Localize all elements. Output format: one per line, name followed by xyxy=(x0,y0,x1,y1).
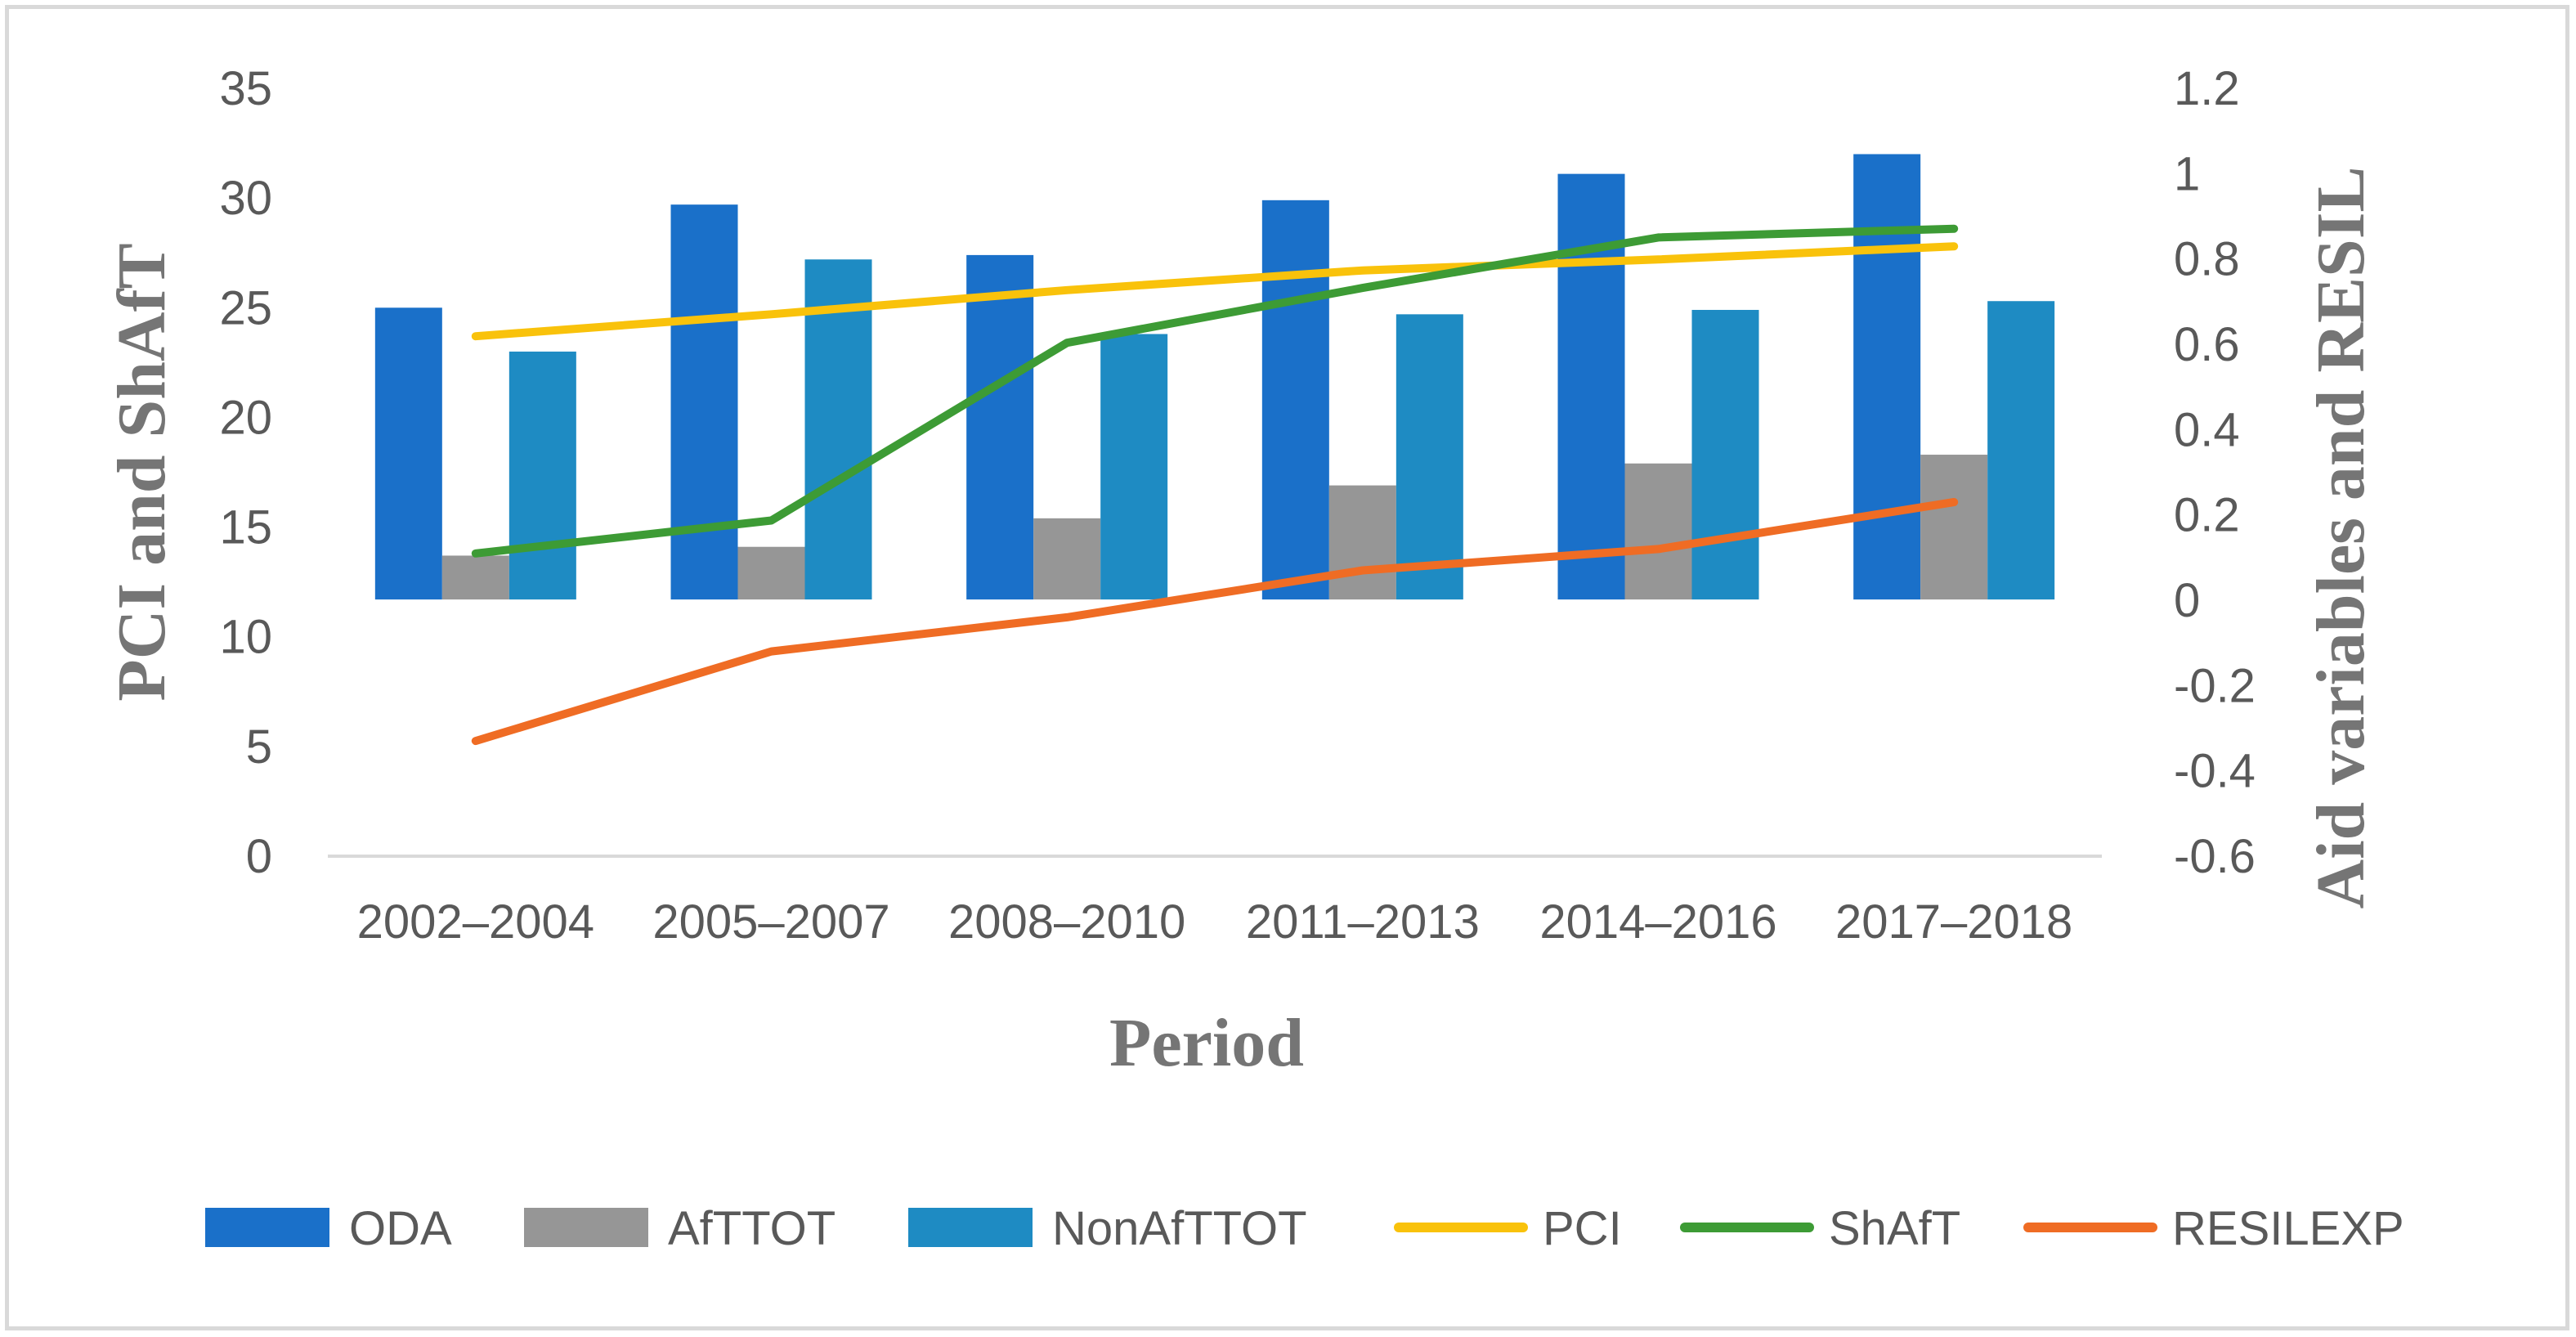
bar-afttot xyxy=(441,555,509,600)
bar-oda xyxy=(1261,200,1329,600)
bar-oda xyxy=(670,204,738,600)
bar-nonafttot xyxy=(1396,314,1463,600)
bar-nonafttot xyxy=(1691,309,1759,600)
legend-label: ShAfT xyxy=(1829,1202,1960,1255)
x-tick-label: 2014–2016 xyxy=(1539,895,1776,949)
y-left-tick-label: 10 xyxy=(219,611,272,664)
legend-label: ODA xyxy=(349,1202,452,1255)
legend-swatch xyxy=(908,1208,1033,1247)
y-left-tick-label: 25 xyxy=(219,281,272,334)
bar-oda xyxy=(1853,154,1921,600)
legend-label: RESILEXP xyxy=(2172,1202,2404,1255)
y-right-tick-label: -0.4 xyxy=(2174,745,2256,798)
line-resilexp xyxy=(471,498,1959,746)
x-tick-label: 2017–2018 xyxy=(1835,895,2072,949)
y-right-tick-label: -0.2 xyxy=(2174,659,2256,712)
y-right-tick-label: 0.2 xyxy=(2174,489,2240,542)
bar-oda xyxy=(1557,173,1625,600)
y-right-tick-label: 1.2 xyxy=(2174,62,2240,115)
bar-nonafttot xyxy=(1100,334,1168,600)
x-tick-label: 2002–2004 xyxy=(357,895,594,949)
legend: ODA AfTTOT NonAfTTOT PCI ShAfT RESILEXP xyxy=(205,1202,2404,1255)
bar-afttot xyxy=(737,546,805,600)
y-left-tick-label: 0 xyxy=(246,830,272,883)
bar-nonafttot xyxy=(804,259,872,600)
legend-item-afttot: AfTTOT xyxy=(524,1202,836,1255)
legend-item-oda: ODA xyxy=(205,1202,452,1255)
y-right-axis-title: Aid variables and RESIL xyxy=(2303,167,2379,909)
y-right-tick-label: 0.6 xyxy=(2174,318,2240,371)
x-tick-label: 2008–2010 xyxy=(948,895,1185,949)
legend-swatch xyxy=(524,1208,648,1247)
legend-swatch xyxy=(205,1208,329,1247)
bar-oda xyxy=(966,254,1034,600)
y-right-tick-label: 0 xyxy=(2174,574,2200,627)
x-axis-title: Period xyxy=(1109,1005,1304,1081)
y-left-tick-label: 30 xyxy=(219,172,272,225)
bar-afttot xyxy=(1920,455,1988,600)
legend-label: NonAfTTOT xyxy=(1052,1202,1307,1255)
line-shaft xyxy=(471,224,1959,558)
combo-chart: 0 5 10 15 20 25 30 35 -0.6 -0.4 -0.2 0 0.2 0.4 0.6 0.8… xyxy=(104,62,2404,1255)
bar-nonafttot xyxy=(508,351,576,600)
legend-item-resilexp: RESILEXP xyxy=(2023,1202,2404,1255)
y-right-tick-label: 0.8 xyxy=(2174,233,2240,286)
bar-afttot xyxy=(1328,485,1396,600)
bar-afttot xyxy=(1624,463,1692,600)
y-left-tick-label: 35 xyxy=(219,62,272,115)
x-tick-label: 2011–2013 xyxy=(1246,895,1480,949)
bar-nonafttot xyxy=(1987,301,2055,600)
y-left-tick-label: 20 xyxy=(219,391,272,444)
legend-label: PCI xyxy=(1543,1202,1622,1255)
y-right-tick-label: -0.6 xyxy=(2174,830,2256,883)
y-left-axis-title: PCI and ShAfT xyxy=(104,243,180,701)
legend-item-pci: PCI xyxy=(1394,1202,1622,1255)
y-right-tick-label: 1 xyxy=(2174,147,2200,200)
y-left-tick-label: 15 xyxy=(219,501,272,554)
chart-container: 0 5 10 15 20 25 30 35 -0.6 -0.4 -0.2 0 0.2 0.4 0.6 0.8… xyxy=(5,5,2569,1330)
legend-item-nonafttot: NonAfTTOT xyxy=(908,1202,1307,1255)
line-pci xyxy=(471,242,1959,341)
bar-oda xyxy=(374,307,442,600)
x-tick-label: 2005–2007 xyxy=(652,895,889,949)
y-right-tick-label: 0.4 xyxy=(2174,403,2240,456)
legend-label: AfTTOT xyxy=(668,1202,836,1255)
bar-afttot xyxy=(1033,518,1101,600)
y-left-tick-label: 5 xyxy=(246,720,272,774)
legend-item-shaft: ShAfT xyxy=(1680,1202,1960,1255)
